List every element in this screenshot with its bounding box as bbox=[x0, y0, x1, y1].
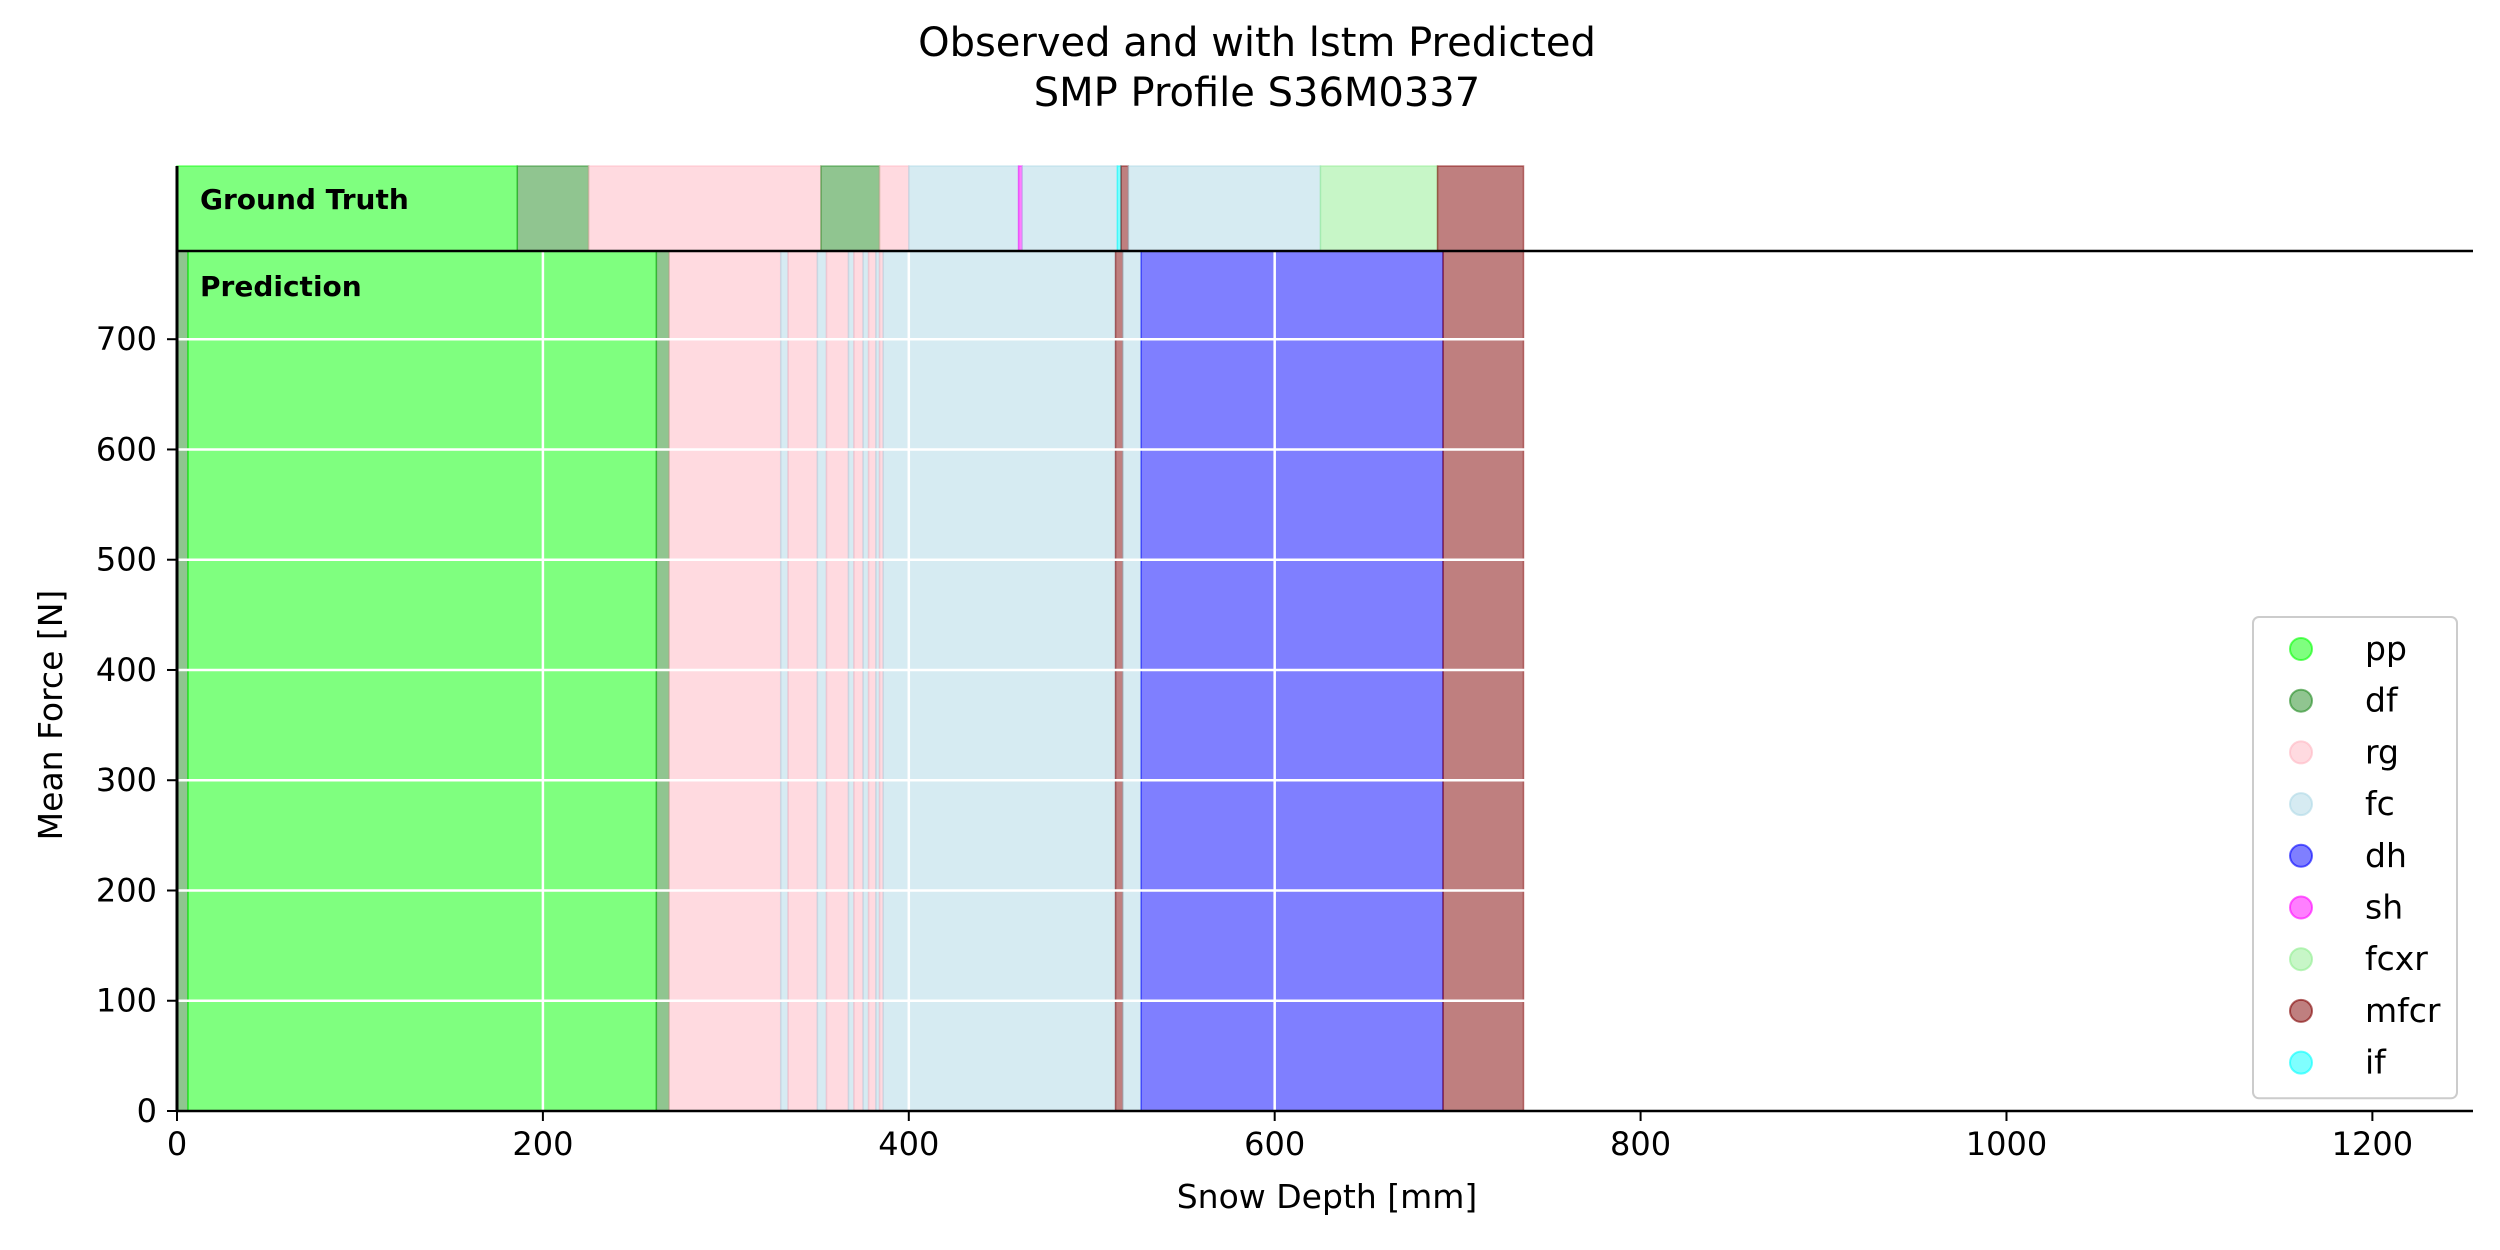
prediction-segment-rg bbox=[787, 250, 819, 1112]
prediction-segment-fc bbox=[1122, 250, 1142, 1112]
chart-title-line1: Observed and with lstm Predicted bbox=[918, 20, 1596, 66]
ground-truth-segment-mfcr bbox=[1436, 165, 1525, 252]
prediction-segment-fc bbox=[847, 250, 855, 1112]
legend-marker-fcxr bbox=[2289, 947, 2313, 972]
prediction-segment-rg bbox=[853, 250, 864, 1112]
legend-label-fcxr: fcxr bbox=[2365, 939, 2428, 978]
chart-title-line2: SMP Profile S36M0337 bbox=[1034, 70, 1480, 116]
legend-label-sh: sh bbox=[2365, 888, 2403, 927]
legend-marker-mfcr bbox=[2289, 998, 2313, 1023]
y-tick-label: 300 bbox=[96, 761, 157, 799]
panel-label-ground-truth: Ground Truth bbox=[200, 183, 409, 216]
y-axis-label: Mean Force [N] bbox=[31, 590, 70, 841]
x-tick-label: 0 bbox=[167, 1125, 187, 1163]
y-tick-label: 600 bbox=[96, 430, 157, 468]
legend-label-mfcr: mfcr bbox=[2365, 991, 2441, 1030]
y-tick-label: 200 bbox=[96, 871, 157, 909]
panel-label-prediction: Prediction bbox=[200, 270, 362, 303]
legend-label-fc: fc bbox=[2365, 784, 2395, 823]
prediction-segment-fc bbox=[816, 250, 828, 1112]
prediction-segment-df bbox=[176, 250, 189, 1112]
legend-label-df: df bbox=[2365, 681, 2399, 720]
prediction-area bbox=[176, 250, 1525, 1112]
legend-box bbox=[2252, 616, 2458, 1100]
prediction-segment-rg bbox=[867, 250, 877, 1112]
legend-marker-fc bbox=[2289, 792, 2313, 817]
prediction-segment-mfcr bbox=[1442, 250, 1525, 1112]
ground-truth-segment-df bbox=[516, 165, 590, 252]
ground-truth-segment-fc bbox=[1127, 165, 1322, 252]
y-tick-label: 100 bbox=[96, 982, 157, 1020]
prediction-segment-pp bbox=[187, 250, 658, 1112]
axes bbox=[175, 166, 2473, 1113]
legend-label-rg: rg bbox=[2365, 732, 2399, 771]
grid bbox=[177, 251, 2473, 1111]
x-tick-label: 400 bbox=[878, 1125, 939, 1163]
x-tick-label: 200 bbox=[512, 1125, 573, 1163]
legend-marker-pp bbox=[2289, 637, 2313, 661]
x-tick-label: 1200 bbox=[2332, 1125, 2413, 1163]
legend: pp df rg fc dh sh fcxr mfcr if bbox=[2252, 616, 2458, 1100]
prediction-segment-fc bbox=[862, 250, 870, 1112]
ground-truth-segment-fc bbox=[908, 165, 1020, 252]
ground-truth-strip bbox=[176, 165, 1525, 252]
prediction-segment-rg bbox=[668, 250, 782, 1112]
legend-marker-rg bbox=[2289, 740, 2313, 765]
legend-marker-df bbox=[2289, 688, 2313, 713]
y-tick-label: 700 bbox=[96, 320, 157, 358]
legend-marker-if bbox=[2289, 1050, 2313, 1075]
x-tick-label: 1000 bbox=[1966, 1125, 2047, 1163]
prediction-segment-rg bbox=[825, 250, 850, 1112]
y-tick-label: 0 bbox=[137, 1092, 157, 1130]
legend-label-dh: dh bbox=[2365, 836, 2407, 875]
x-tick-label: 600 bbox=[1244, 1125, 1305, 1163]
prediction-segment-fc bbox=[882, 250, 1117, 1112]
ground-truth-segment-df bbox=[820, 165, 881, 252]
legend-marker-dh bbox=[2289, 843, 2313, 868]
prediction-segment-fc bbox=[779, 250, 789, 1112]
legend-label-pp: pp bbox=[2365, 629, 2407, 668]
prediction-segment-df bbox=[655, 250, 670, 1112]
prediction-segment-dh bbox=[1140, 250, 1444, 1112]
ground-truth-segment-pp bbox=[176, 165, 519, 252]
ground-truth-segment-mfcr bbox=[1120, 165, 1130, 252]
x-axis-label: Snow Depth [mm] bbox=[1177, 1177, 1478, 1216]
ground-truth-segment-rg bbox=[587, 165, 822, 252]
y-tick-label: 500 bbox=[96, 541, 157, 579]
prediction-segment-mfcr bbox=[1114, 250, 1124, 1112]
x-tick-label: 800 bbox=[1610, 1125, 1671, 1163]
ground-truth-segment-rg bbox=[878, 165, 910, 252]
ground-truth-segment-fcxr bbox=[1319, 165, 1439, 252]
y-tick-label: 400 bbox=[96, 651, 157, 689]
legend-label-if: if bbox=[2365, 1043, 2387, 1082]
ground-truth-segment-fc bbox=[1021, 165, 1119, 252]
ticks: 0 200 400 600 800 1000 1200 0 100 200 300 400 500 600… bbox=[96, 320, 2413, 1163]
legend-marker-sh bbox=[2289, 895, 2313, 920]
